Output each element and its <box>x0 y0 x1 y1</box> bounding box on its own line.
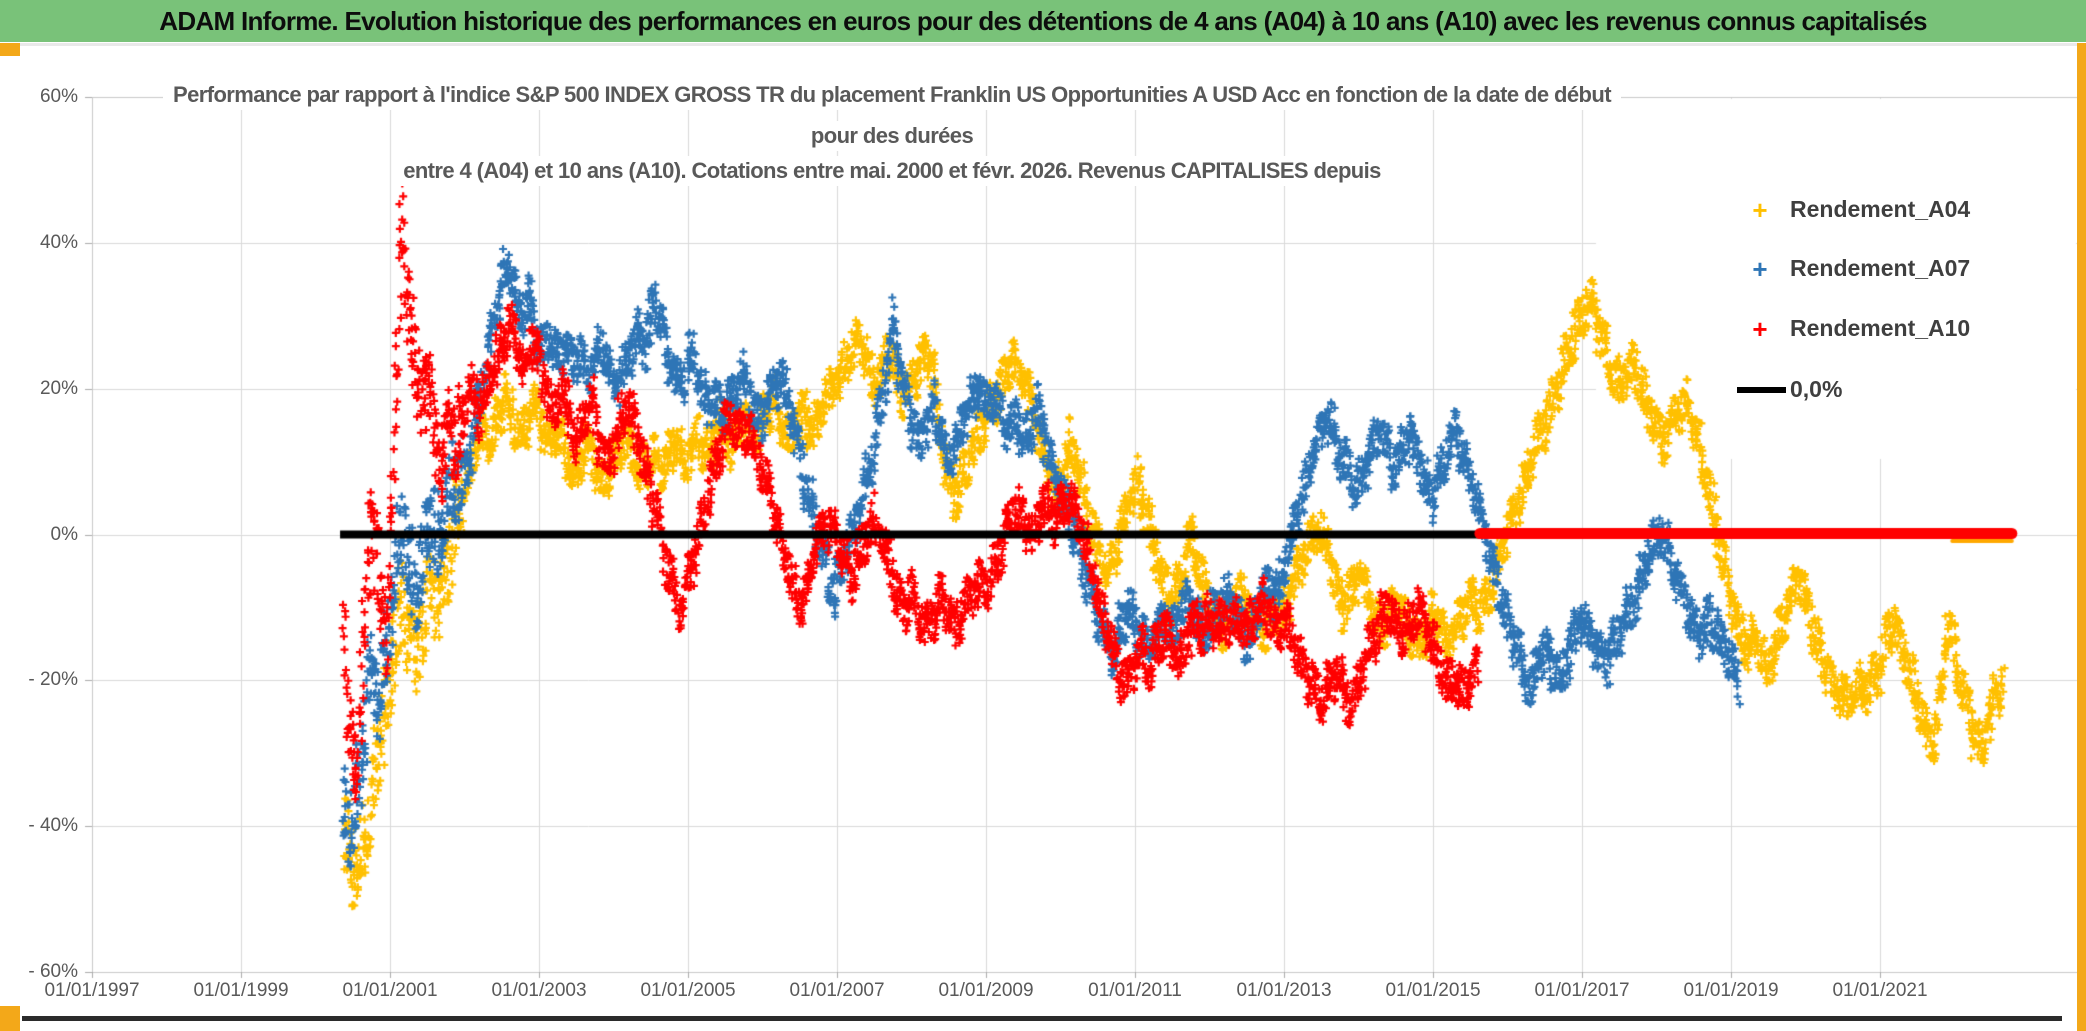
legend-marker-icon: + <box>1752 254 1768 284</box>
x-tick-label: 01/01/2001 <box>342 980 438 1001</box>
x-tick-label: 01/01/2011 <box>1088 980 1182 1001</box>
y-tick-label: 60% <box>39 86 78 107</box>
accent-square-top-left <box>0 43 20 56</box>
legend-label: Rendement_A04 <box>1790 196 1971 222</box>
x-tick-label: 01/01/1997 <box>44 980 140 1001</box>
chart-title-line-1: Performance par rapport à l'indice S&P 5… <box>92 80 1692 110</box>
bottom-rule <box>22 1016 2062 1021</box>
x-tick-label: 01/01/2015 <box>1385 980 1481 1001</box>
legend-marker-icon: + <box>1752 195 1768 225</box>
x-tick-label: 01/01/2003 <box>491 980 587 1001</box>
accent-square-bottom-left <box>0 1006 20 1031</box>
legend-label: 0,0% <box>1790 376 1843 402</box>
x-tick-label: 01/01/2009 <box>938 980 1034 1001</box>
x-tick-label: 01/01/2007 <box>789 980 885 1001</box>
legend-label: Rendement_A07 <box>1790 255 1971 281</box>
x-tick-label: 01/01/2017 <box>1534 980 1630 1001</box>
y-tick-label: - 40% <box>28 815 78 837</box>
legend-line-swatch <box>1737 387 1786 393</box>
chart-title-line-2: pour des durées <box>92 121 1692 151</box>
x-tick-label: 01/01/2019 <box>1683 980 1779 1001</box>
legend-label: Rendement_A10 <box>1790 315 1971 341</box>
y-tick-label: - 60% <box>28 961 78 982</box>
chart-title-text-1: Performance par rapport à l'indice S&P 5… <box>163 80 1621 110</box>
y-tick-label: - 20% <box>28 669 78 691</box>
y-tick-label: 20% <box>39 377 78 399</box>
x-tick-label: 01/01/1999 <box>193 980 289 1001</box>
chart-title-text-3: entre 4 (A04) et 10 ans (A10). Cotations… <box>393 156 1391 186</box>
chart-title-line-3: entre 4 (A04) et 10 ans (A10). Cotations… <box>92 156 1692 186</box>
y-tick-label: 0% <box>50 523 78 545</box>
y-tick-label: 40% <box>39 231 78 253</box>
x-tick-label: 01/01/2021 <box>1832 980 1928 1001</box>
accent-bar-right <box>2077 43 2086 1031</box>
x-tick-label: 01/01/2013 <box>1236 980 1332 1001</box>
legend-marker-icon: + <box>1752 314 1768 344</box>
x-tick-label: 01/01/2005 <box>640 980 736 1001</box>
chart-title-text-2: pour des durées <box>800 121 984 151</box>
